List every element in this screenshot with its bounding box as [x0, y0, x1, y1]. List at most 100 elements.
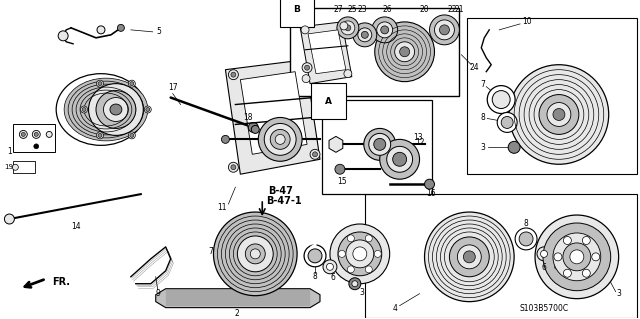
Circle shape [399, 47, 410, 57]
Circle shape [312, 152, 317, 157]
Circle shape [381, 26, 388, 34]
Circle shape [35, 132, 38, 137]
Circle shape [34, 144, 39, 149]
Text: B-47-1: B-47-1 [266, 196, 302, 206]
Circle shape [346, 240, 374, 268]
Circle shape [458, 245, 481, 269]
Text: 7: 7 [208, 247, 213, 256]
Polygon shape [308, 30, 346, 74]
Polygon shape [365, 194, 637, 318]
Text: B: B [293, 5, 300, 14]
Circle shape [429, 15, 460, 45]
Circle shape [252, 125, 259, 133]
Circle shape [497, 113, 517, 132]
Text: 18: 18 [244, 113, 253, 122]
Circle shape [345, 25, 351, 31]
Polygon shape [300, 22, 352, 84]
Circle shape [515, 228, 537, 250]
Circle shape [508, 141, 520, 153]
Circle shape [305, 65, 310, 70]
Ellipse shape [110, 104, 122, 115]
Circle shape [129, 132, 135, 139]
Circle shape [326, 263, 333, 270]
Circle shape [250, 249, 260, 259]
Text: 23: 23 [357, 5, 367, 14]
Text: 3: 3 [616, 289, 621, 298]
Circle shape [435, 20, 454, 40]
Text: 26: 26 [383, 5, 392, 14]
Circle shape [228, 162, 238, 172]
Circle shape [97, 132, 104, 139]
Circle shape [19, 130, 28, 138]
Circle shape [358, 28, 372, 42]
Circle shape [310, 149, 320, 159]
Circle shape [539, 94, 579, 134]
Ellipse shape [104, 98, 129, 122]
Circle shape [387, 146, 413, 172]
Text: 10: 10 [522, 18, 532, 26]
Circle shape [541, 250, 547, 257]
Polygon shape [329, 137, 343, 152]
Circle shape [98, 82, 102, 85]
Ellipse shape [56, 74, 146, 145]
Text: 3: 3 [481, 143, 486, 152]
Polygon shape [241, 72, 307, 154]
Circle shape [395, 42, 415, 62]
Circle shape [563, 243, 591, 271]
Circle shape [375, 22, 435, 82]
Text: 11: 11 [218, 203, 227, 211]
Circle shape [82, 108, 86, 112]
Circle shape [32, 130, 40, 138]
Circle shape [97, 26, 105, 34]
Circle shape [248, 122, 259, 132]
Circle shape [341, 21, 355, 35]
Circle shape [337, 17, 359, 39]
Circle shape [228, 70, 238, 80]
Circle shape [424, 179, 435, 189]
Text: 14: 14 [71, 222, 81, 232]
Circle shape [348, 235, 355, 242]
Circle shape [344, 70, 352, 78]
Circle shape [554, 264, 559, 269]
Text: 25: 25 [347, 5, 356, 14]
Circle shape [302, 63, 312, 73]
Circle shape [348, 266, 355, 273]
Circle shape [144, 106, 151, 113]
Circle shape [352, 281, 358, 287]
Circle shape [97, 80, 104, 87]
Text: 16: 16 [427, 189, 436, 198]
Circle shape [543, 223, 611, 291]
Text: 6: 6 [330, 273, 335, 282]
Circle shape [214, 212, 297, 296]
Circle shape [552, 262, 562, 272]
Text: 2: 2 [235, 309, 240, 318]
Circle shape [592, 253, 600, 261]
Circle shape [463, 251, 476, 263]
Text: 4: 4 [392, 304, 397, 313]
Circle shape [12, 164, 19, 170]
Circle shape [519, 232, 533, 246]
Circle shape [440, 25, 449, 35]
Circle shape [117, 24, 124, 31]
Circle shape [275, 134, 285, 145]
Circle shape [449, 237, 489, 277]
Circle shape [129, 80, 135, 87]
Polygon shape [225, 60, 320, 174]
Text: 12: 12 [415, 138, 424, 147]
Circle shape [362, 31, 368, 38]
Text: 13: 13 [413, 133, 422, 142]
Circle shape [335, 164, 345, 174]
Circle shape [374, 138, 386, 150]
Text: 22: 22 [447, 5, 457, 14]
FancyBboxPatch shape [209, 40, 353, 204]
Circle shape [21, 132, 26, 137]
Text: 7: 7 [480, 80, 484, 89]
Circle shape [46, 131, 52, 137]
Bar [290, 8, 460, 96]
Circle shape [304, 245, 326, 267]
FancyBboxPatch shape [6, 20, 156, 184]
Text: 19: 19 [4, 164, 13, 170]
Bar [13, 161, 35, 173]
Text: 24: 24 [470, 63, 479, 72]
Circle shape [81, 106, 88, 113]
